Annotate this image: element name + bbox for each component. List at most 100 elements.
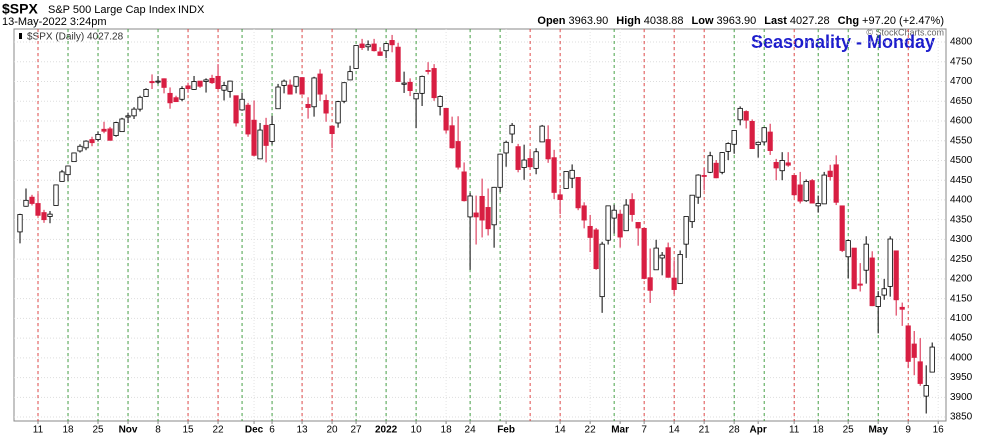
candle-body [287, 84, 293, 95]
candle-body [611, 209, 617, 219]
candle-body [773, 162, 779, 169]
y-tick-label: 4300 [950, 234, 973, 245]
x-tick-label: 22 [585, 425, 597, 436]
candle-body [413, 92, 419, 100]
candle-body [743, 111, 749, 121]
candle-body [695, 174, 701, 198]
candle-body [527, 158, 533, 168]
candle-body [503, 141, 509, 154]
candle-body [809, 180, 815, 204]
candle-body [389, 40, 395, 46]
y-tick-label: 4750 [950, 56, 973, 67]
candle-body [437, 96, 443, 107]
candle-body [221, 85, 227, 91]
candle-body [827, 170, 833, 178]
candle-body [881, 288, 887, 296]
candle-body [239, 98, 245, 111]
candle-body [113, 122, 119, 136]
candle-body [785, 162, 791, 166]
candle-body [857, 283, 863, 286]
y-tick-label: 4200 [950, 274, 973, 285]
y-tick-label: 4550 [950, 135, 973, 146]
candle-body [755, 141, 761, 146]
candle-body [401, 82, 407, 85]
quote-value: 3963.90 [569, 15, 609, 27]
candle-body [131, 108, 137, 117]
candle-body [305, 103, 311, 108]
x-tick-label: Mar [611, 425, 629, 436]
candle-body [737, 107, 743, 121]
y-tick-label: 4600 [950, 116, 973, 127]
x-tick-label: 14 [555, 425, 567, 436]
candle-body [563, 171, 569, 189]
candle-body [581, 205, 587, 221]
quote-label: Low [692, 15, 714, 27]
candle-body [191, 81, 197, 90]
candle-body [95, 134, 101, 140]
candle-body [443, 107, 449, 131]
candle-body [407, 81, 413, 91]
candle-body [803, 180, 809, 202]
candle-body [707, 155, 713, 173]
candle-body [419, 75, 425, 94]
candle-body [815, 203, 821, 207]
x-tick-label: Nov [119, 425, 138, 436]
candle-body [251, 119, 257, 156]
candle-body [101, 128, 107, 132]
candle-body [761, 127, 767, 143]
candle-body [281, 80, 287, 86]
candle-body [293, 76, 299, 87]
plot-frame [13, 28, 947, 422]
x-tick-label: 10 [411, 425, 423, 436]
candle-body [677, 254, 683, 285]
x-tick-label: 24 [465, 425, 477, 436]
x-tick-label: 16 [933, 425, 945, 436]
x-tick-label: 21 [699, 425, 711, 436]
grid: 3850 3900 3950 4000 4050 4100 4150 4200 4250 4300… [14, 29, 973, 436]
candle-body [227, 80, 233, 92]
candle-body [71, 152, 77, 163]
candle-body [659, 254, 665, 259]
candle-body [713, 162, 719, 179]
candle-body [725, 143, 731, 152]
x-tick-label: 11 [33, 425, 44, 436]
candle-body [383, 43, 389, 52]
candle-body [377, 51, 383, 56]
x-tick-label: 11 [789, 425, 800, 436]
y-tick-label: 3900 [950, 392, 973, 403]
chart-subtitle: S&P 500 Large Cap Index [48, 4, 176, 16]
x-tick-label: 18 [813, 425, 825, 436]
candle-body [569, 169, 575, 179]
candle-body [65, 165, 71, 176]
candle-body [329, 125, 335, 135]
y-tick-label: 4650 [950, 96, 973, 107]
candle-body [605, 205, 611, 241]
candle-body [143, 88, 149, 97]
candle-body [575, 177, 581, 209]
candle-body [539, 125, 545, 143]
candle-body [917, 361, 923, 384]
candle-body [35, 203, 41, 216]
candle-body [347, 71, 353, 81]
candle-body [629, 199, 635, 215]
y-tick-label: 4100 [950, 313, 973, 324]
candle-body [701, 175, 707, 177]
candle-body [509, 124, 515, 135]
candle-body [479, 195, 485, 221]
exchange: INDX [178, 4, 205, 16]
candle-body [887, 238, 893, 287]
candle-body [431, 68, 437, 99]
candle-body [779, 160, 785, 172]
x-tick-label: 25 [92, 425, 104, 436]
candle-body [203, 79, 209, 82]
candle-body [233, 95, 239, 124]
candle-body [263, 124, 269, 146]
candle-body [545, 139, 551, 160]
candle-body [59, 171, 65, 182]
x-tick-label: May [868, 425, 888, 436]
candle-body [41, 212, 47, 221]
candle-body [89, 139, 95, 144]
candle-body [689, 194, 695, 223]
chart-title: $SPX [2, 1, 38, 17]
candle-body [29, 196, 35, 204]
